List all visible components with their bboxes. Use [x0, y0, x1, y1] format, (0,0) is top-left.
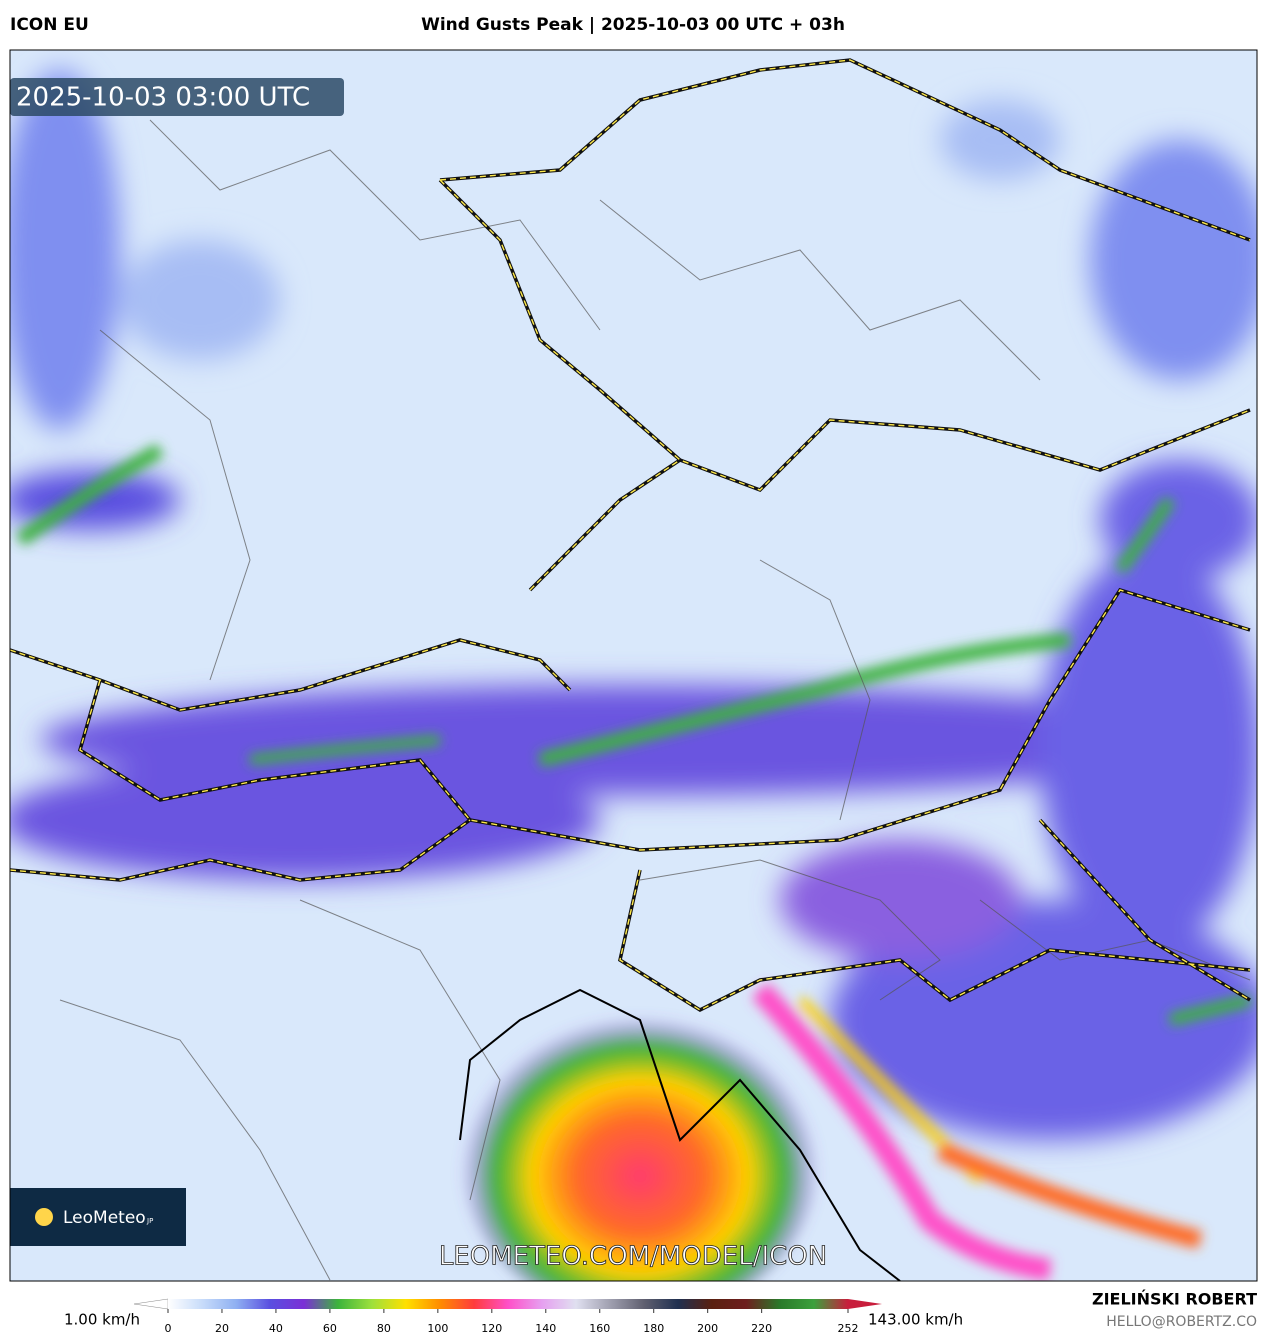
colorbar-tick-label: 40: [269, 1322, 283, 1335]
adriatic-gust-core: [460, 1000, 820, 1281]
colorbar-tick-label: 80: [377, 1322, 391, 1335]
coastline: [459, 988, 901, 1281]
logo-sun: [35, 1208, 53, 1226]
colorbar-max-label: 143.00 km/h: [868, 1311, 963, 1329]
colorbar-tick-label: 220: [751, 1322, 772, 1335]
map-frame: [9, 49, 1258, 1282]
author-email: HELLO@ROBERTZ.CO: [1106, 1314, 1257, 1330]
colorbar-tick-label: 20: [215, 1322, 229, 1335]
colorbar-tick-label: 160: [589, 1322, 610, 1335]
watermark: LEOMETEO.COM/MODEL/ICON: [439, 1242, 827, 1272]
colorbar-tick-label: 252: [838, 1322, 859, 1335]
logo-text: LeoMeteo: [63, 1208, 146, 1228]
timestamp-box: [10, 78, 344, 116]
admin-borders: [59, 119, 1251, 1281]
colorbar-tick-label: 200: [697, 1322, 718, 1335]
timestamp: 2025-10-03 03:00 UTC: [16, 83, 310, 113]
colorbar-tick-label: 60: [323, 1322, 337, 1335]
colorbar-tick-label: 100: [427, 1322, 448, 1335]
map: 2025-10-03 03:00 UTC LeoMeteo JP LEOMETE…: [10, 50, 1257, 1281]
colorbar-min-label: 1.00 km/h: [64, 1311, 140, 1329]
colorbar-bar: [168, 1299, 848, 1309]
colorbar-arrow-high: [848, 1299, 882, 1309]
colorbar: 0 20 40 60 80 100 120 140 160 180 200 220 252: [133, 1298, 882, 1335]
colorbar-tick-label: 120: [481, 1322, 502, 1335]
colorbar-tick-label: 140: [535, 1322, 556, 1335]
colorbar-tick-label: 0: [165, 1322, 172, 1335]
wind-streaks: [15, 443, 1252, 1281]
logo-suffix: JP: [146, 1217, 153, 1225]
model-name: ICON EU: [10, 15, 89, 35]
author-name: ZIELIŃSKI ROBERT: [1092, 1290, 1257, 1309]
map-title: Wind Gusts Peak | 2025-10-03 00 UTC + 03…: [421, 15, 845, 35]
colorbar-tick-label: 180: [643, 1322, 664, 1335]
colorbar-arrow-low: [133, 1298, 169, 1310]
